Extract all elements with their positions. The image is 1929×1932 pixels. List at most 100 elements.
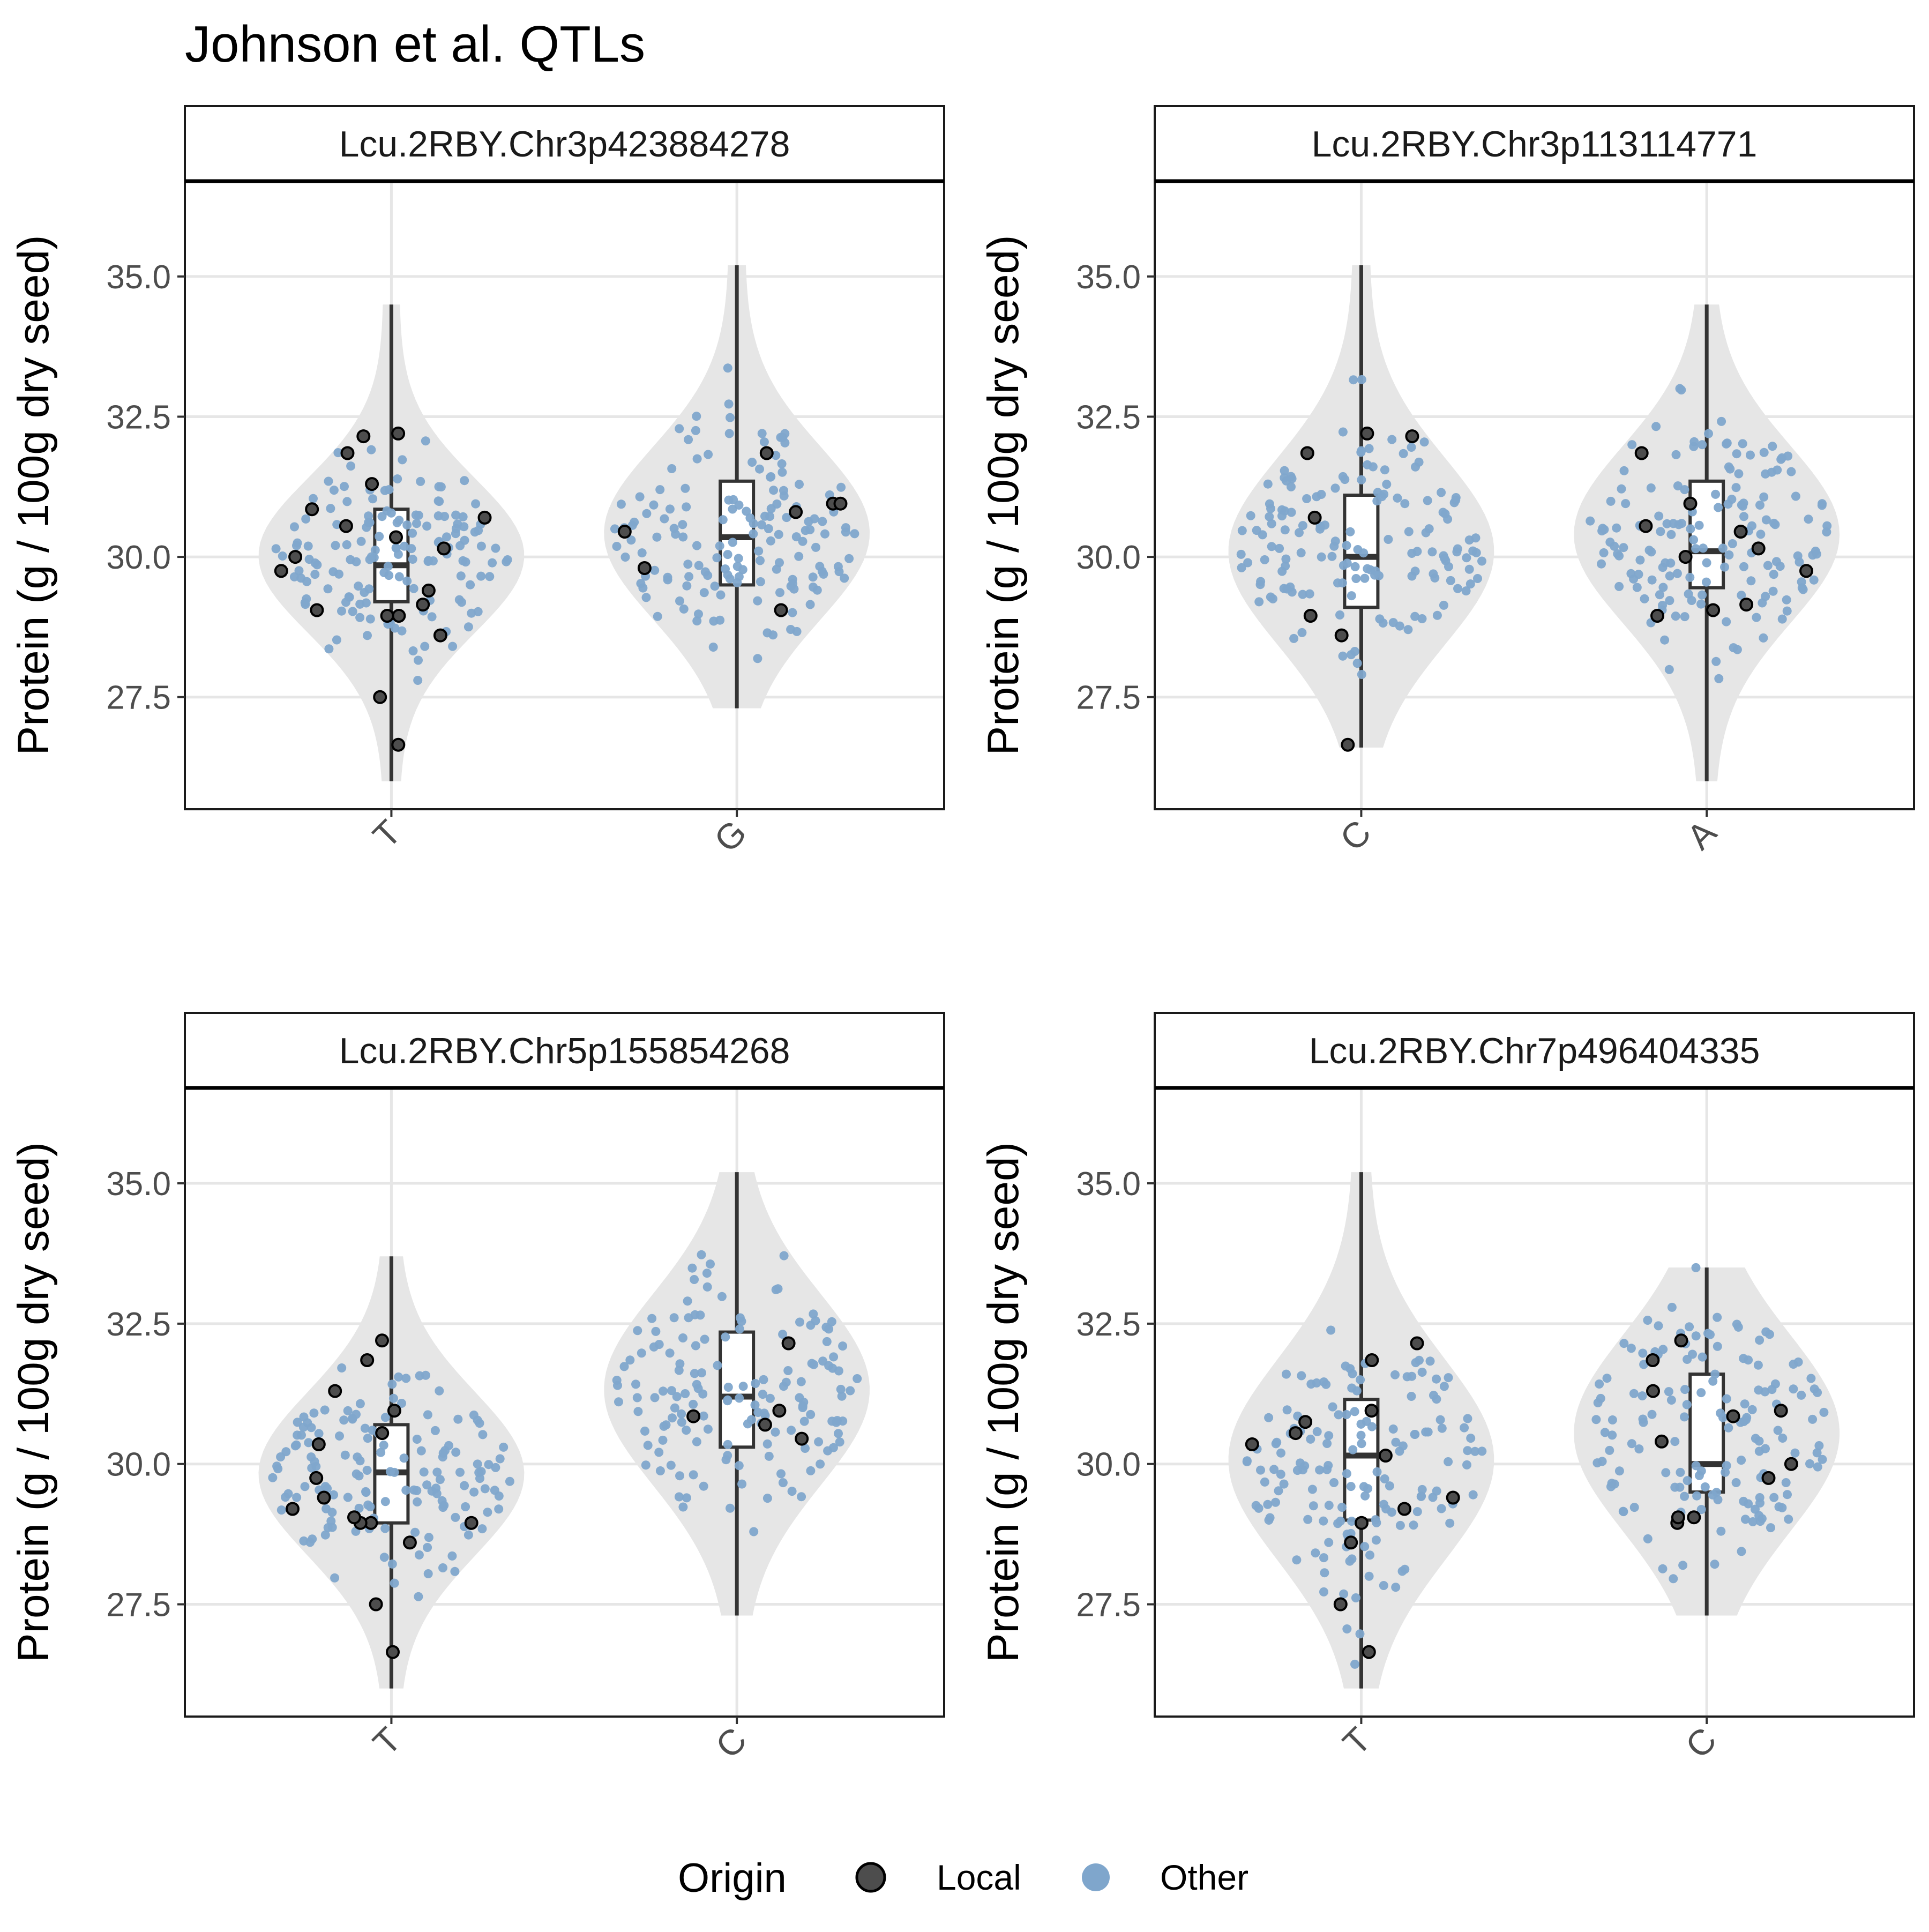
- point-other: [1647, 1409, 1657, 1419]
- point-other: [1674, 520, 1684, 529]
- point-other: [801, 526, 810, 535]
- point-other: [1254, 1503, 1263, 1513]
- point-local: [1303, 609, 1318, 623]
- point-other: [367, 552, 376, 562]
- point-other: [1342, 558, 1352, 568]
- point-other: [778, 1478, 788, 1488]
- point-other: [1463, 1446, 1472, 1456]
- point-local: [373, 690, 387, 704]
- point-other: [1398, 1441, 1408, 1451]
- point-other: [1666, 558, 1676, 568]
- point-other: [427, 612, 437, 622]
- point-local: [1774, 1404, 1788, 1418]
- point-other: [375, 532, 384, 541]
- point-other: [337, 606, 346, 616]
- point-local: [311, 1437, 326, 1451]
- point-other: [453, 1414, 463, 1424]
- point-other: [659, 1386, 668, 1396]
- point-other: [1371, 1535, 1381, 1545]
- point-other: [337, 1363, 347, 1372]
- point-local: [1300, 446, 1314, 460]
- point-other: [1260, 1477, 1269, 1487]
- point-other: [1769, 1493, 1779, 1502]
- point-other: [1410, 1430, 1419, 1439]
- point-other: [1702, 558, 1711, 568]
- point-other: [1337, 1503, 1347, 1512]
- x-tick-label: C: [708, 1720, 754, 1766]
- point-other: [1256, 1465, 1265, 1475]
- point-other: [651, 1326, 661, 1336]
- point-other: [723, 1383, 733, 1392]
- point-other: [734, 554, 743, 563]
- point-other: [1606, 496, 1616, 506]
- point-other: [1638, 1391, 1647, 1401]
- point-other: [1739, 512, 1748, 521]
- point-other: [1737, 1456, 1746, 1465]
- plot-area: [1155, 181, 1914, 809]
- point-other: [1439, 600, 1448, 610]
- point-other: [1277, 566, 1287, 576]
- point-other: [1347, 650, 1356, 660]
- point-other: [837, 1391, 847, 1401]
- point-other: [1605, 538, 1615, 547]
- point-other: [1678, 1561, 1688, 1570]
- point-local: [380, 609, 394, 623]
- point-other: [667, 464, 677, 473]
- point-other: [1651, 422, 1661, 431]
- point-other: [458, 556, 468, 565]
- point-other: [1806, 1374, 1816, 1383]
- point-local: [1288, 1426, 1303, 1441]
- point-other: [448, 641, 458, 651]
- point-other: [390, 623, 400, 633]
- point-other: [414, 1550, 424, 1560]
- point-other: [342, 540, 352, 549]
- point-other: [669, 524, 679, 533]
- point-other: [633, 1407, 643, 1416]
- point-other: [1759, 492, 1769, 502]
- point-other: [435, 1386, 444, 1396]
- point-other: [414, 655, 423, 665]
- point-other: [380, 486, 390, 495]
- point-other: [410, 1527, 420, 1537]
- point-other: [1243, 558, 1253, 568]
- point-other: [1260, 555, 1269, 564]
- x-tick-label: C: [1332, 812, 1378, 859]
- y-tick-label: 32.5: [1076, 1306, 1141, 1343]
- point-other: [1654, 511, 1664, 521]
- point-other: [1403, 625, 1413, 635]
- point-local: [759, 446, 774, 460]
- point-other: [1755, 501, 1764, 510]
- point-other: [1687, 596, 1696, 605]
- point-local: [1678, 550, 1693, 564]
- point-other: [1329, 1478, 1339, 1487]
- point-other: [1627, 440, 1637, 450]
- point-other: [1634, 1444, 1644, 1454]
- point-other: [712, 553, 722, 563]
- point-other: [1682, 1400, 1692, 1409]
- point-other: [1809, 575, 1819, 585]
- point-other: [1346, 1482, 1356, 1491]
- point-other: [1755, 1493, 1764, 1502]
- point-local: [477, 510, 492, 525]
- point-other: [1297, 1371, 1306, 1381]
- point-other: [409, 1485, 418, 1495]
- point-other: [708, 643, 718, 652]
- point-other: [734, 1461, 744, 1471]
- point-other: [773, 1284, 783, 1294]
- point-other: [678, 532, 688, 542]
- point-other: [678, 1502, 688, 1512]
- point-other: [1818, 1454, 1827, 1464]
- point-other: [1393, 493, 1402, 503]
- point-other: [1297, 628, 1307, 637]
- point-other: [1655, 590, 1664, 600]
- point-other: [735, 1324, 744, 1334]
- legend-key-local: [855, 1862, 886, 1893]
- point-local: [1687, 1510, 1701, 1525]
- point-other: [1599, 548, 1609, 557]
- point-other: [401, 1486, 411, 1495]
- point-other: [293, 1418, 302, 1427]
- point-local: [637, 561, 652, 575]
- point-other: [1716, 1526, 1726, 1536]
- point-other: [1658, 1345, 1668, 1354]
- point-other: [1371, 1515, 1380, 1525]
